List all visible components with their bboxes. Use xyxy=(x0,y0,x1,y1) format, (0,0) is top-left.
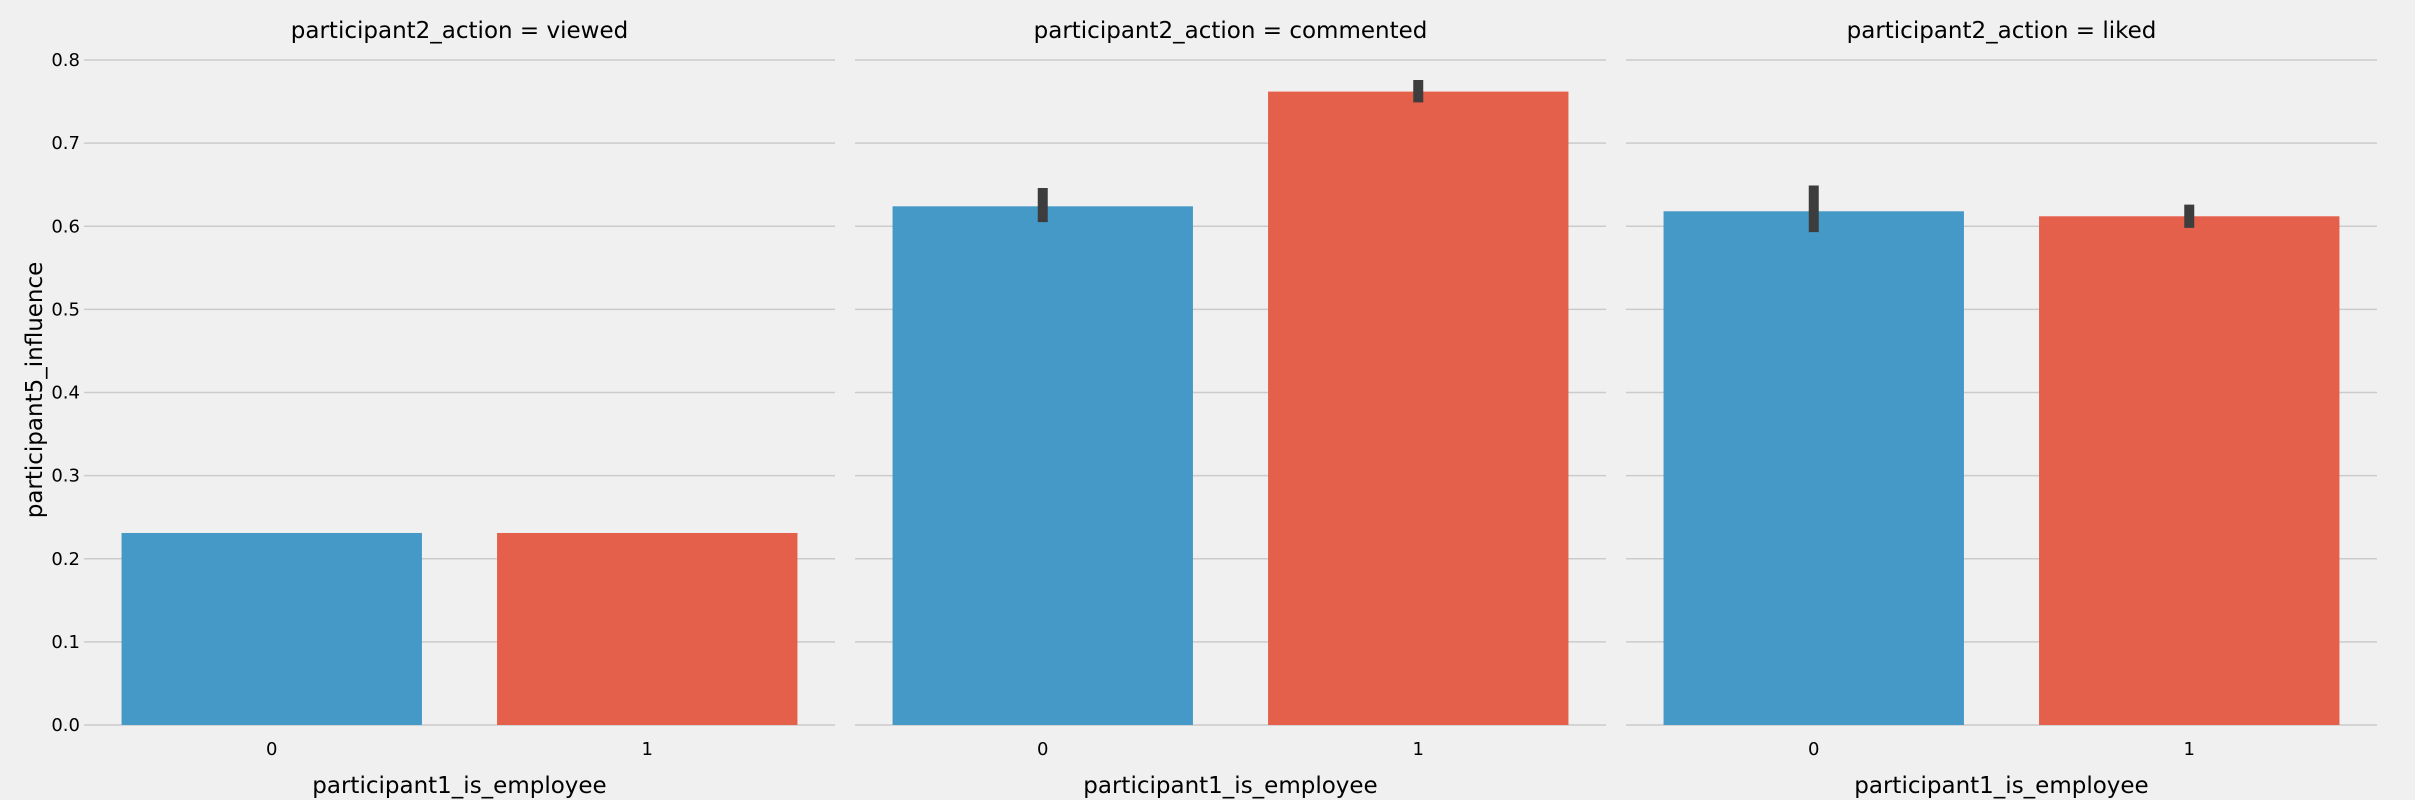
x-tick-label: 1 xyxy=(642,739,653,760)
facet-panel-1: participant2_action = commented 0 1 partici… xyxy=(855,18,1606,799)
y-tick-label: 0.5 xyxy=(51,299,80,320)
x-axis-label: participant1_is_employee xyxy=(1083,773,1377,799)
y-tick-label: 0.8 xyxy=(51,50,80,71)
y-tick-label: 0.0 xyxy=(51,715,80,736)
x-tick-label: 0 xyxy=(1037,739,1048,760)
y-tick-label: 0.3 xyxy=(51,466,80,487)
y-tick-label: 0.7 xyxy=(51,133,80,154)
x-axis-label: participant1_is_employee xyxy=(312,773,606,799)
x-axis-label: participant1_is_employee xyxy=(1854,773,2148,799)
panel-title: participant2_action = commented xyxy=(1034,18,1428,44)
bar xyxy=(892,206,1193,726)
chart-panels: 0.0 0.1 0.2 0.3 0.4 0.5 0.6 0.7 0.8 participant2_… xyxy=(51,18,2377,799)
bar xyxy=(1268,91,1569,725)
panel-title: participant2_action = liked xyxy=(1847,18,2157,44)
y-axis-label: participant5_influence xyxy=(22,262,48,519)
x-tick-label: 1 xyxy=(2184,739,2195,760)
y-tick-label: 0.4 xyxy=(51,383,80,404)
x-tick-label: 1 xyxy=(1413,739,1424,760)
y-tick-label: 0.6 xyxy=(51,216,80,237)
facet-panel-0: 0.0 0.1 0.2 0.3 0.4 0.5 0.6 0.7 0.8 participant2_… xyxy=(51,18,835,799)
y-tick-label: 0.2 xyxy=(51,549,80,570)
panel-title: participant2_action = viewed xyxy=(291,18,628,44)
bar xyxy=(121,532,422,725)
x-tick-label: 0 xyxy=(1808,739,1819,760)
bar xyxy=(497,532,798,725)
bar xyxy=(2039,216,2340,725)
facet-panel-2: participant2_action = liked 0 1 participant… xyxy=(1626,18,2377,799)
x-tick-label: 0 xyxy=(266,739,277,760)
bar xyxy=(1663,211,1964,726)
y-tick-label: 0.1 xyxy=(51,632,80,653)
